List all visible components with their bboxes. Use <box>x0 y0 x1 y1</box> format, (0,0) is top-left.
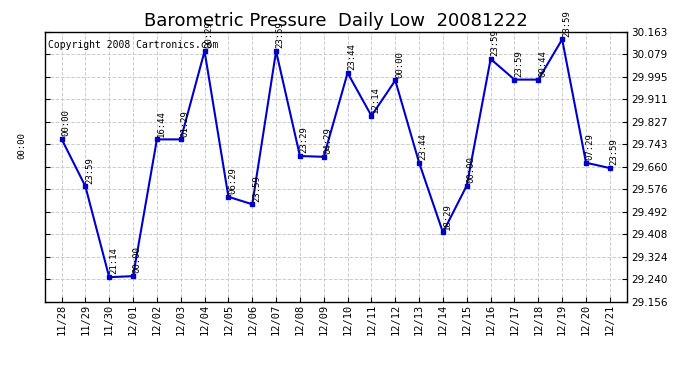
Text: 06:29: 06:29 <box>228 167 237 194</box>
Text: 23:59: 23:59 <box>276 21 285 48</box>
Text: 23:59: 23:59 <box>609 138 618 165</box>
Text: 00:29: 00:29 <box>204 21 213 48</box>
Text: 00:00: 00:00 <box>395 51 404 78</box>
Text: 23:59: 23:59 <box>514 50 523 77</box>
Text: 23:44: 23:44 <box>419 133 428 160</box>
Text: 23:29: 23:29 <box>299 126 308 153</box>
Text: 23:59: 23:59 <box>85 157 94 183</box>
Text: Copyright 2008 Cartronics.com: Copyright 2008 Cartronics.com <box>48 40 218 50</box>
Text: 04:29: 04:29 <box>324 127 333 154</box>
Text: 23:44: 23:44 <box>347 43 356 70</box>
Text: 07:29: 07:29 <box>586 133 595 160</box>
Text: 23:59: 23:59 <box>252 175 261 201</box>
Text: 21:14: 21:14 <box>109 248 118 274</box>
Text: 00:00: 00:00 <box>132 246 141 273</box>
Text: 00:44: 00:44 <box>538 50 547 77</box>
Text: 23:59: 23:59 <box>491 29 500 56</box>
Text: 18:29: 18:29 <box>442 203 452 229</box>
Text: 12:14: 12:14 <box>371 86 380 113</box>
Text: 00:00: 00:00 <box>466 156 475 183</box>
Title: Barometric Pressure  Daily Low  20081222: Barometric Pressure Daily Low 20081222 <box>144 12 528 30</box>
Text: 00:00: 00:00 <box>17 132 26 159</box>
Text: 23:59: 23:59 <box>562 10 571 37</box>
Text: 16:44: 16:44 <box>157 110 166 136</box>
Text: 00:00: 00:00 <box>61 109 70 136</box>
Text: 01:29: 01:29 <box>180 110 189 136</box>
